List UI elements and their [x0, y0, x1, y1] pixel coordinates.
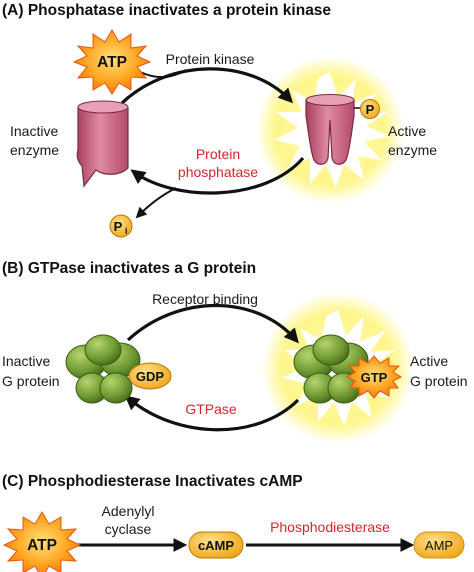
atp-input-arrow — [139, 69, 187, 78]
panel-b: (B) GTPase inactivates a G protein Recep… — [2, 260, 468, 444]
phosphatase-label-line2: phosphatase — [178, 164, 258, 180]
phosphatase-arrow — [130, 156, 305, 195]
atp-label-c: ATP — [27, 537, 57, 554]
active-enzyme-label-line1: Active — [388, 123, 426, 139]
active-gprotein-label-line1: Active — [410, 353, 448, 369]
panel-a: (A) Phosphatase inactivates a protein ki… — [2, 2, 437, 238]
protein-kinase-arrow — [120, 67, 294, 105]
camp-badge: cAMP — [188, 531, 244, 559]
inorganic-phosphate: P i — [109, 214, 133, 238]
phosphate-tag-label: P — [366, 102, 375, 117]
atp-label-a: ATP — [97, 54, 127, 71]
gtp-label: GTP — [361, 370, 388, 385]
inactive-enzyme-label-line2: enzyme — [10, 142, 59, 158]
panel-c-heading: (C) Phosphodiesterase Inactivates cAMP — [2, 473, 303, 490]
inactive-enzyme-shape — [76, 100, 129, 188]
gtpase-label: GTPase — [185, 401, 237, 417]
inactive-gprotein-label-line1: Inactive — [2, 353, 50, 369]
amp-badge: AMP — [413, 531, 465, 559]
pi-release-arrow — [135, 187, 177, 219]
adenylyl-cyclase-label-line2: cyclase — [105, 521, 152, 537]
active-gprotein-shape — [293, 334, 369, 404]
active-gprotein-label-line2: G protein — [410, 373, 468, 389]
gdp-label: GDP — [136, 369, 165, 384]
receptor-binding-label: Receptor binding — [152, 291, 258, 307]
pi-subscript: i — [125, 226, 128, 236]
panel-a-heading: (A) Phosphatase inactivates a protein ki… — [2, 2, 331, 19]
panel-b-heading: (B) GTPase inactivates a G protein — [2, 260, 256, 277]
protein-kinase-label: Protein kinase — [166, 51, 255, 67]
inactive-gprotein-shape — [65, 334, 141, 404]
amp-label: AMP — [425, 538, 453, 553]
gtpase-arrow — [124, 395, 300, 432]
gtp-starburst: GTP — [345, 355, 403, 399]
atp-starburst: ATP — [72, 29, 152, 95]
active-enzyme-label-line2: enzyme — [388, 142, 437, 158]
active-enzyme-shape — [305, 94, 355, 165]
gdp-badge: GDP — [128, 362, 172, 390]
phosphodiesterase-label: Phosphodiesterase — [270, 519, 390, 535]
camp-label: cAMP — [198, 538, 234, 553]
inactive-gprotein-label-line2: G protein — [2, 373, 60, 389]
receptor-binding-arrow — [126, 304, 299, 344]
inactive-enzyme-label-line1: Inactive — [10, 123, 58, 139]
adenylyl-cyclase-label-line1: Adenylyl — [102, 503, 155, 519]
phosphate-tag: P — [360, 99, 380, 119]
phosphatase-label-line1: Protein — [196, 146, 240, 162]
atp-starburst-c: ATP — [2, 511, 82, 572]
panel-c: (C) Phosphodiesterase Inactivates cAMP A… — [2, 473, 465, 572]
pi-label: P — [114, 219, 123, 234]
